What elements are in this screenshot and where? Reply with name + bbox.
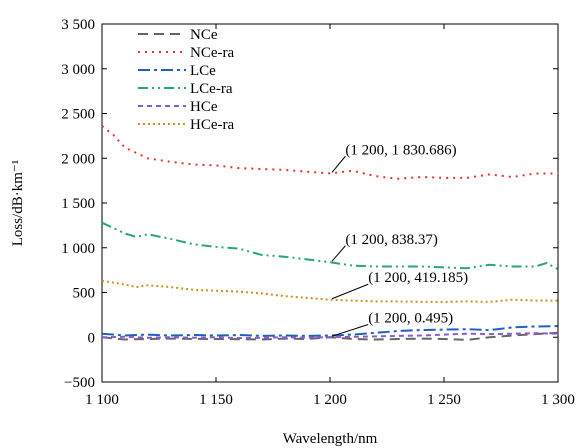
annotation-label: (1 200, 838.37) xyxy=(345,232,438,248)
legend-label: NCe xyxy=(190,27,218,43)
series-line-hce-ra xyxy=(101,279,558,303)
annotation-label: (1 200, 419.185) xyxy=(368,270,468,286)
series-lines xyxy=(101,125,559,341)
legend-label: HCe xyxy=(190,99,218,115)
legend: NCe NCe-ra LCe LCe-ra HCe HCe-ra xyxy=(138,27,234,133)
x-tick-label: 1 150 xyxy=(199,392,233,408)
x-tick-label: 1 100 xyxy=(85,392,119,408)
legend-label: LCe xyxy=(190,63,216,79)
legend-label: LCe-ra xyxy=(190,81,233,97)
y-tick-label: −500 xyxy=(64,375,95,391)
y-tick-label: 0 xyxy=(88,330,96,346)
annotation-leader xyxy=(331,155,346,173)
y-axis-label: Loss/dB·km⁻¹ xyxy=(10,160,26,247)
series-line-nce-ra xyxy=(101,125,558,180)
annotation-leader xyxy=(331,245,346,262)
axis-ticks: −500 0 500 1 000 1 500 2 000 2 500 3 000 3 500 1 … xyxy=(61,17,575,408)
series-line-lce xyxy=(101,325,559,337)
annotation-label: (1 200, 0.495) xyxy=(368,311,453,327)
annotation-leader xyxy=(331,324,369,337)
y-tick-label: 1 000 xyxy=(61,241,95,257)
series-line-hce xyxy=(101,332,559,340)
x-axis-label: Wavelength/nm xyxy=(283,431,378,447)
y-tick-label: 2 000 xyxy=(61,151,95,167)
legend-label: NCe-ra xyxy=(190,45,234,61)
x-tick-label: 1 300 xyxy=(541,392,575,408)
series-line-lce-ra xyxy=(101,221,559,271)
y-tick-label: 500 xyxy=(73,286,96,302)
annotation-label: (1 200, 1 830.686) xyxy=(345,142,456,158)
annotations: (1 200, 1 830.686) (1 200, 838.37) (1 200,… xyxy=(331,142,468,337)
y-tick-label: 1 500 xyxy=(61,196,95,212)
x-tick-label: 1 250 xyxy=(427,392,461,408)
y-tick-label: 2 500 xyxy=(61,107,95,123)
y-tick-label: 3 500 xyxy=(61,17,95,33)
y-tick-label: 3 000 xyxy=(61,62,95,78)
plot-frame xyxy=(101,23,559,383)
x-tick-label: 1 200 xyxy=(313,392,347,408)
legend-label: HCe-ra xyxy=(190,117,234,133)
annotation-leader xyxy=(331,283,369,300)
